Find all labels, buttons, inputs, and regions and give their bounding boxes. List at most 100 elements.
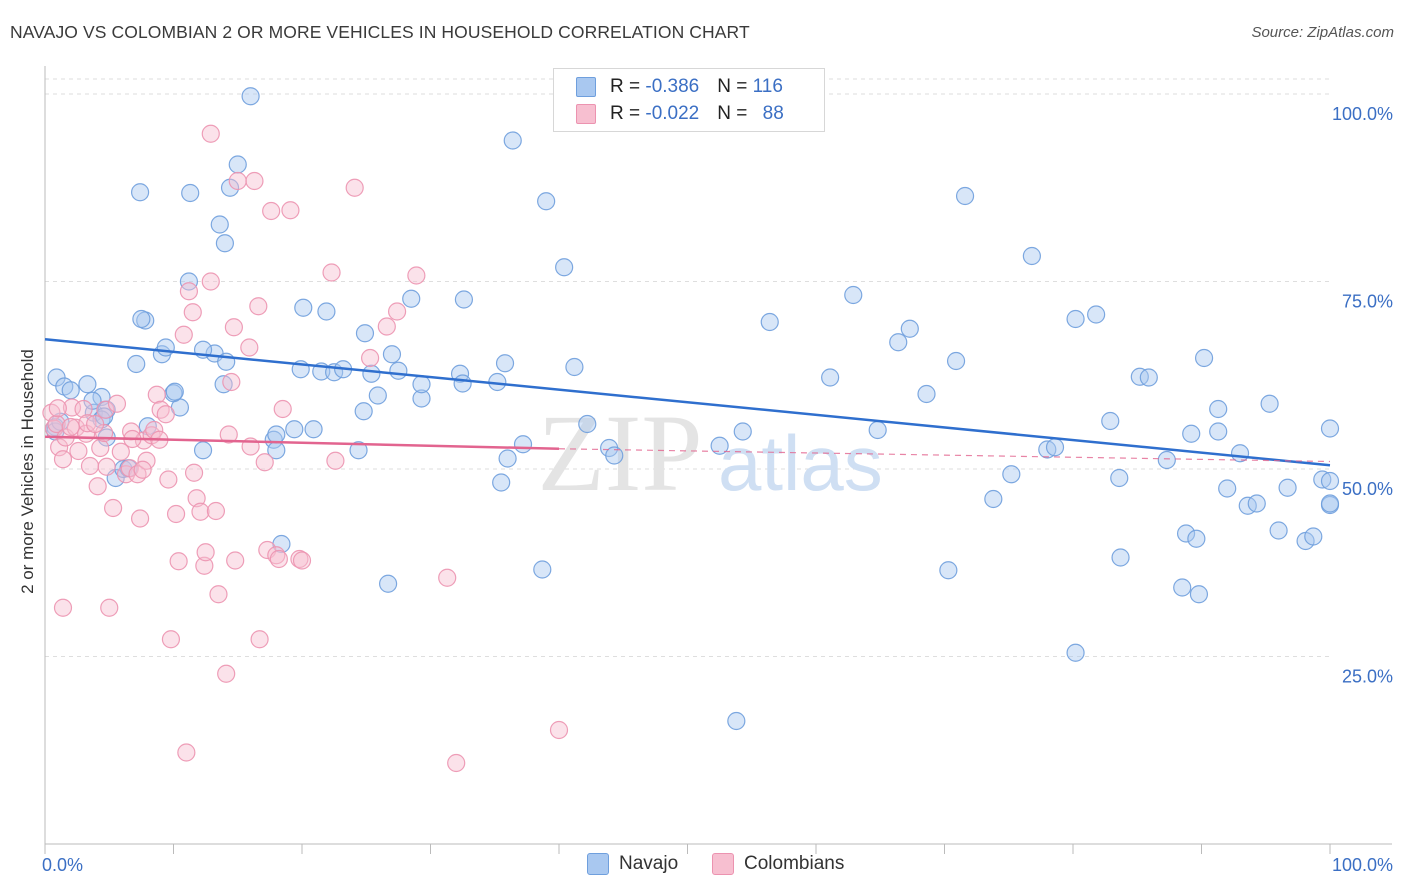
colombian-point bbox=[195, 556, 214, 575]
navajo-point bbox=[317, 302, 336, 321]
x-tick-label-right: 100.0% bbox=[1332, 855, 1393, 875]
navajo-point bbox=[193, 441, 213, 460]
navajo-point bbox=[1101, 411, 1120, 431]
bottom-colombians-swatch bbox=[712, 853, 734, 875]
navajo-point bbox=[412, 375, 431, 394]
colombian-point bbox=[217, 664, 236, 683]
correlation-legend: R = -0.386 N = 116 R = -0.022 N = 88 bbox=[553, 68, 825, 132]
y-tick-label: 50.0% bbox=[1342, 479, 1393, 499]
navajo-point bbox=[1304, 527, 1323, 546]
navajo-point bbox=[939, 561, 958, 580]
colombian-point bbox=[147, 385, 166, 404]
colombian-point bbox=[407, 266, 426, 285]
navajo-point bbox=[868, 420, 887, 440]
navajo-n-label: N = bbox=[717, 76, 753, 97]
colombian-point bbox=[438, 568, 457, 587]
data-points bbox=[42, 84, 1340, 773]
colombian-point bbox=[179, 282, 199, 301]
navajo-point bbox=[1157, 450, 1176, 470]
colombian-point bbox=[226, 551, 245, 570]
navajo-point bbox=[304, 420, 323, 439]
colombian-point bbox=[249, 297, 268, 316]
colombian-point bbox=[250, 630, 269, 649]
navajo-point bbox=[181, 183, 200, 203]
navajo-point bbox=[1313, 470, 1332, 489]
navajo-r-label: R = bbox=[610, 76, 646, 97]
x-tick-label-left: 0.0% bbox=[42, 855, 83, 875]
colombian-point bbox=[345, 178, 364, 197]
navajo-point bbox=[1218, 479, 1237, 498]
y-tick-label: 25.0% bbox=[1342, 667, 1393, 687]
navajo-point bbox=[727, 711, 746, 731]
navajo-point bbox=[917, 384, 936, 404]
navajo-point bbox=[889, 333, 908, 352]
navajo-point bbox=[946, 351, 966, 371]
colombian-point bbox=[177, 743, 196, 762]
navajo-point bbox=[1045, 438, 1065, 457]
colombian-point bbox=[111, 442, 130, 461]
bottom-navajo-label: Navajo bbox=[619, 853, 679, 874]
colombian-point bbox=[292, 551, 312, 570]
colombian-point bbox=[219, 425, 238, 444]
navajo-point bbox=[1066, 309, 1085, 329]
colombian-point bbox=[88, 477, 107, 496]
navajo-point bbox=[495, 354, 515, 373]
legend-row-navajo: R = -0.386 N = 116 bbox=[576, 75, 783, 99]
navajo-point bbox=[1111, 548, 1130, 567]
colombian-point bbox=[48, 399, 67, 418]
navajo-point bbox=[955, 186, 975, 206]
watermark: ZIP atlas bbox=[538, 392, 883, 514]
navajo-point bbox=[984, 489, 1003, 509]
colombian-point bbox=[159, 470, 178, 489]
navajo-point bbox=[412, 389, 431, 408]
bottom-colombians-label: Colombians bbox=[744, 853, 845, 874]
navajo-point bbox=[453, 374, 472, 393]
colombian-point bbox=[224, 318, 243, 337]
colombian-point bbox=[184, 463, 204, 482]
watermark-atlas: atlas bbox=[718, 419, 883, 507]
colombian-point bbox=[47, 414, 66, 434]
navajo-point bbox=[1022, 246, 1041, 266]
colombian-trend-extension bbox=[558, 448, 1331, 463]
colombian-point bbox=[61, 417, 80, 437]
colombian-point bbox=[156, 405, 175, 424]
navajo-point bbox=[454, 290, 474, 309]
colombian-point bbox=[86, 414, 105, 434]
navajo-point bbox=[565, 357, 584, 377]
colombian-point bbox=[255, 453, 274, 472]
navajo-point bbox=[710, 436, 729, 455]
navajo-point bbox=[220, 178, 240, 197]
navajo-point bbox=[241, 87, 260, 106]
y-axis-title: 2 or more Vehicles in Household bbox=[18, 349, 37, 594]
navajo-point bbox=[1194, 348, 1214, 368]
colombian-point bbox=[183, 303, 202, 322]
navajo-trend-line bbox=[44, 338, 1331, 467]
colombian-point bbox=[174, 325, 193, 344]
bottom-legend-navajo: Navajo bbox=[587, 851, 678, 877]
colombian-point bbox=[107, 394, 127, 413]
colombian-point bbox=[222, 372, 241, 392]
colombian-point bbox=[322, 263, 341, 282]
colombian-point bbox=[133, 460, 152, 479]
navajo-point bbox=[1002, 465, 1021, 484]
navajo-point bbox=[900, 319, 919, 338]
colombian-point bbox=[387, 302, 407, 321]
navajo-point bbox=[78, 375, 97, 394]
source-credit: Source: ZipAtlas.com bbox=[1251, 24, 1394, 41]
navajo-point bbox=[355, 324, 375, 343]
navajo-point bbox=[165, 382, 184, 401]
legend-row-colombians: R = -0.022 N = 88 bbox=[576, 102, 784, 126]
colombian-point bbox=[50, 438, 69, 457]
colombian-point bbox=[97, 457, 116, 476]
navajo-point bbox=[294, 298, 313, 317]
colombian-point bbox=[201, 272, 220, 291]
navajo-point bbox=[1320, 419, 1340, 438]
navajo-point bbox=[285, 420, 304, 439]
navajo-point bbox=[349, 441, 368, 460]
colombians-r-value: -0.022 bbox=[645, 103, 700, 124]
colombians-n-label: N = bbox=[717, 103, 753, 124]
navajo-point bbox=[537, 192, 556, 211]
navajo-point bbox=[156, 338, 175, 357]
chart-title: NAVAJO VS COLOMBIAN 2 OR MORE VEHICLES I… bbox=[10, 22, 750, 42]
colombian-point bbox=[130, 509, 150, 528]
